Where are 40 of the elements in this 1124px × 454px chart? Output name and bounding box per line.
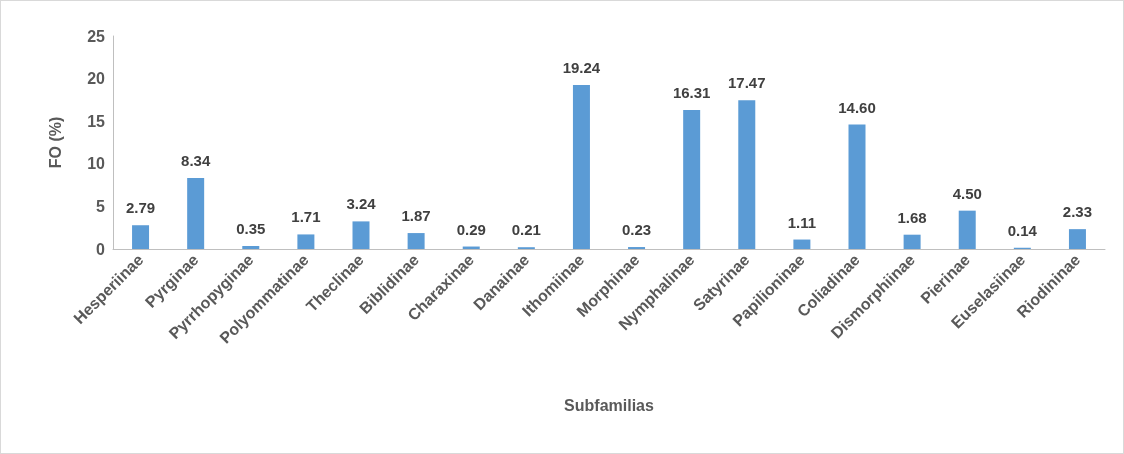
data-label: 14.60 (838, 98, 876, 116)
bar (572, 85, 590, 249)
bar (1068, 229, 1086, 249)
bar (683, 110, 701, 249)
data-label: 17.47 (728, 74, 766, 92)
data-label: 1.71 (291, 208, 321, 226)
y-tick-label: 0 (96, 240, 106, 258)
bar (738, 100, 756, 249)
data-label: 0.14 (1007, 221, 1038, 239)
data-label: 8.34 (181, 151, 211, 169)
data-label: 16.31 (672, 84, 711, 102)
y-tick-label: 5 (96, 197, 106, 215)
bar (407, 233, 425, 249)
data-label: 2.79 (125, 199, 156, 217)
bar (958, 210, 976, 249)
data-label: 1.11 (787, 213, 817, 231)
y-axis-title: FO (%) (46, 116, 64, 169)
y-tick-label: 10 (87, 155, 106, 173)
y-tick-label: 15 (87, 112, 106, 130)
data-label: 0.21 (511, 221, 541, 239)
y-tick-label: 25 (87, 27, 106, 45)
data-label: 0.23 (621, 221, 652, 239)
bar (242, 246, 260, 249)
bar (187, 177, 205, 249)
data-label: 0.35 (236, 220, 266, 238)
bar (132, 225, 150, 249)
bar (352, 221, 370, 249)
data-label: 1.87 (401, 207, 431, 225)
data-label: 0.29 (456, 220, 486, 238)
data-label: 3.24 (346, 195, 377, 213)
data-label: 1.68 (897, 208, 927, 226)
bar (848, 124, 866, 249)
bar (903, 234, 921, 249)
data-label: 2.33 (1062, 203, 1093, 221)
y-tick-label: 20 (87, 70, 106, 88)
bar (793, 239, 811, 249)
x-axis-title: Subfamilias (564, 396, 654, 414)
data-label: 19.24 (562, 59, 601, 77)
data-label: 4.50 (952, 184, 982, 202)
bar (297, 234, 315, 249)
